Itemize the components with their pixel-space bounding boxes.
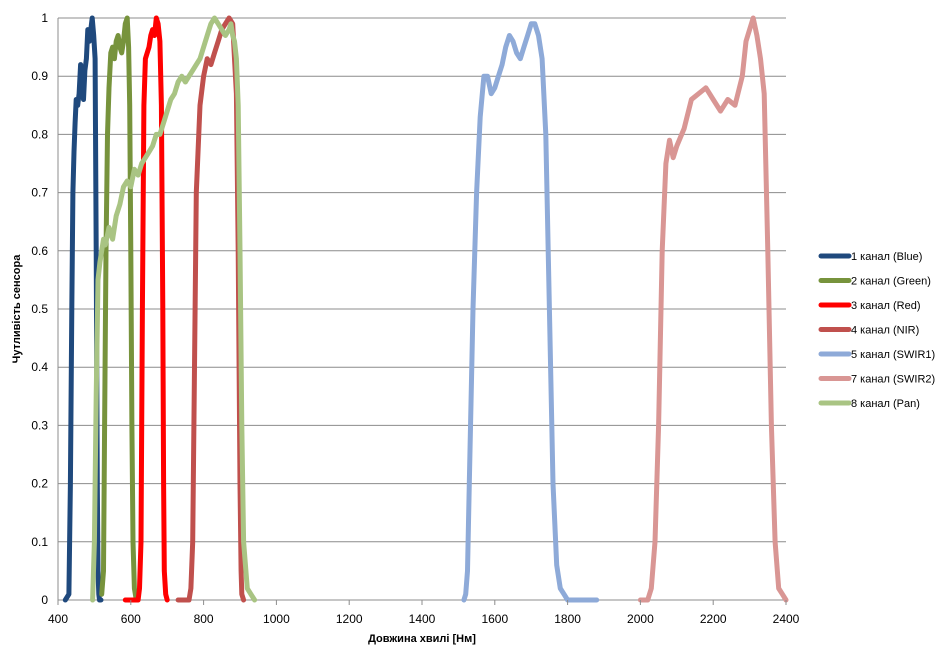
- x-tick-label: 1400: [409, 612, 436, 626]
- x-tick-label: 1200: [336, 612, 363, 626]
- legend-label: 7 канал (SWIR2): [851, 374, 935, 386]
- y-tick-label: 0.8: [31, 127, 48, 141]
- x-tick-label: 600: [121, 612, 141, 626]
- legend-label: 3 канал (Red): [851, 300, 921, 312]
- gridlines: [58, 17, 786, 601]
- legend-label: 8 канал (Pan): [851, 398, 920, 410]
- series-line-7: [90, 15, 258, 603]
- y-tick-label: 0.5: [31, 302, 48, 316]
- x-tick-label: 800: [194, 612, 214, 626]
- legend-label: 2 канал (Green): [851, 276, 931, 288]
- legend-label: 5 канал (SWIR1): [851, 349, 935, 361]
- x-tick-label: 1800: [554, 612, 581, 626]
- y-tick-label: 0.9: [31, 69, 48, 83]
- legend-label: 4 канал (NIR): [851, 325, 919, 337]
- series-line-3: [122, 15, 170, 603]
- y-tick-label: 0: [41, 593, 48, 607]
- y-tick-label: 0.3: [31, 418, 48, 432]
- y-tick-label: 0.4: [31, 360, 48, 374]
- y-axis-title: Чутливість сенсора: [11, 254, 23, 364]
- x-tick-label: 2000: [627, 612, 654, 626]
- x-tick-label: 2400: [773, 612, 800, 626]
- x-tick-label: 1600: [481, 612, 508, 626]
- series-lines: [62, 15, 789, 603]
- y-tick-label: 1: [41, 11, 48, 25]
- x-tick-label: 2200: [700, 612, 727, 626]
- y-tick-label: 0.1: [31, 535, 48, 549]
- y-tick-label: 0.6: [31, 244, 48, 258]
- x-tick-label: 400: [48, 612, 68, 626]
- x-axis-title: Довжина хвилі [Нм]: [368, 633, 476, 645]
- series-line-5: [461, 21, 600, 603]
- x-tick-label: 1000: [263, 612, 290, 626]
- y-tick-label: 0.7: [31, 186, 48, 200]
- series-line-6: [637, 15, 789, 603]
- y-tick-label: 0.2: [31, 477, 48, 491]
- series-line-2: [99, 15, 139, 603]
- legend-label: 1 канал (Blue): [851, 251, 922, 263]
- legend: 1 канал (Blue) 2 канал (Green) 3 канал (Re…: [818, 251, 935, 410]
